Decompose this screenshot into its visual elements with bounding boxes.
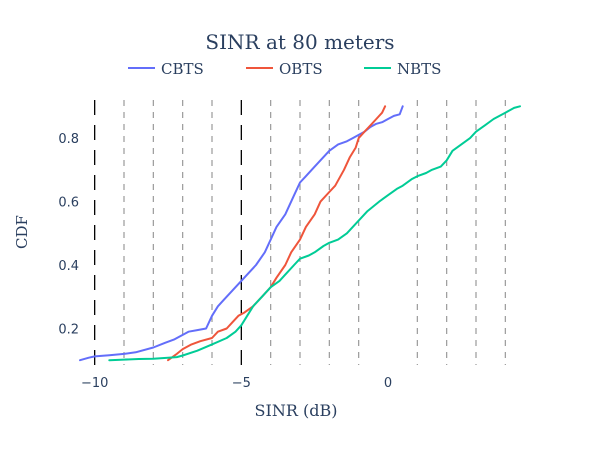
series-lines	[79, 105, 521, 362]
x-tick-label: −10	[81, 376, 108, 391]
legend-label: OBTS	[279, 60, 323, 78]
legend-item-nbts[interactable]: NBTS	[364, 60, 441, 78]
reference-lines	[94, 100, 506, 365]
x-tick-label: −5	[232, 376, 251, 391]
y-tick-label: 0.8	[58, 132, 79, 147]
legend[interactable]: CBTS OBTS NBTS	[128, 60, 441, 78]
x-axis-ticks: −10 −5 0	[81, 376, 392, 391]
x-tick-label: 0	[384, 376, 392, 391]
y-tick-label: 0.2	[58, 323, 79, 338]
y-tick-label: 0.4	[58, 259, 79, 274]
chart-title: SINR at 80 meters	[205, 30, 394, 54]
legend-label: CBTS	[161, 60, 204, 78]
x-axis-label: SINR (dB)	[255, 401, 338, 420]
series-line-obts	[167, 105, 387, 362]
series-line-nbts	[108, 105, 521, 362]
y-axis-ticks: 0.2 0.4 0.6 0.8	[58, 132, 79, 337]
legend-item-obts[interactable]: OBTS	[246, 60, 323, 78]
legend-label: NBTS	[397, 60, 441, 78]
y-tick-label: 0.6	[58, 196, 79, 211]
y-axis-label: CDF	[13, 215, 31, 249]
legend-item-cbts[interactable]: CBTS	[128, 60, 204, 78]
